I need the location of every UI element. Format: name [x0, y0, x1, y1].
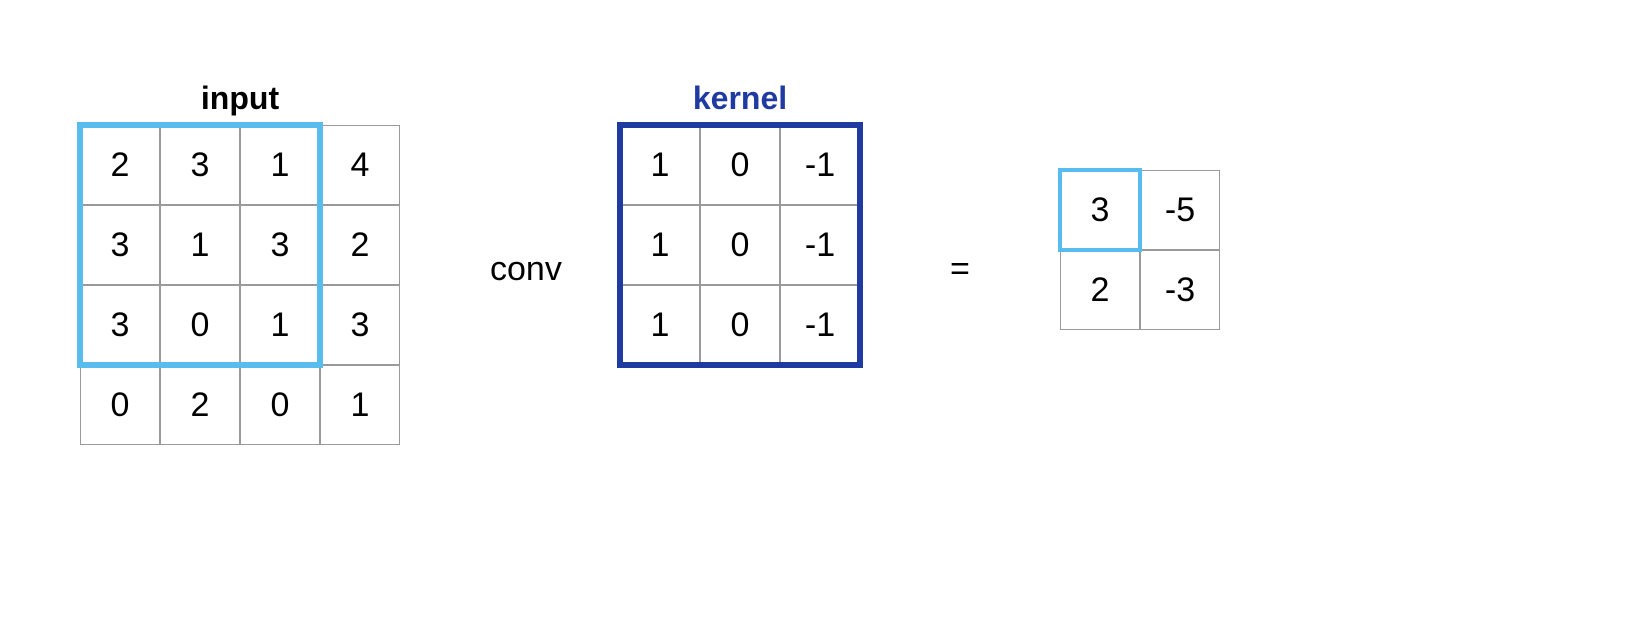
kernel-grid: 10-1 10-1 10-1	[620, 125, 860, 365]
matrix-cell: -1	[780, 205, 860, 285]
matrix-cell: 0	[160, 285, 240, 365]
matrix-cell: 3	[320, 285, 400, 365]
matrix-cell: 1	[160, 205, 240, 285]
conv-operator-label: conv	[490, 250, 562, 289]
input-block: input 2314313230130201	[80, 80, 400, 445]
kernel-block: kernel 10-1 10-1 10-1	[620, 80, 860, 365]
output-grid: 3-52-3	[1060, 170, 1220, 330]
matrix-cell: 0	[700, 205, 780, 285]
input-title: input	[80, 80, 400, 117]
input-grid: 2314313230130201	[80, 125, 400, 445]
diagram-canvas: input 2314313230130201 conv kernel 10-11…	[0, 0, 1634, 640]
matrix-cell: 2	[320, 205, 400, 285]
matrix-cell: -1	[780, 285, 860, 365]
matrix-cell: 0	[700, 125, 780, 205]
matrix-cell: 1	[240, 285, 320, 365]
matrix-cell: 1	[240, 125, 320, 205]
matrix-cell: 0	[700, 285, 780, 365]
matrix-cell: 3	[1060, 170, 1140, 250]
matrix-cell: -5	[1140, 170, 1220, 250]
matrix-cell: 1	[620, 205, 700, 285]
matrix-cell: 2	[160, 365, 240, 445]
matrix-cell: 0	[240, 365, 320, 445]
matrix-cell: 3	[80, 205, 160, 285]
matrix-cell: 1	[620, 285, 700, 365]
matrix-cell: 0	[80, 365, 160, 445]
output-block: 3-52-3	[1060, 170, 1220, 330]
matrix-cell: -3	[1140, 250, 1220, 330]
equals-operator-label: =	[950, 250, 970, 289]
matrix-cell: 1	[320, 365, 400, 445]
matrix-cell: 2	[1060, 250, 1140, 330]
kernel-title: kernel	[620, 80, 860, 117]
matrix-cell: 1	[620, 125, 700, 205]
matrix-cell: 2	[80, 125, 160, 205]
matrix-cell: 4	[320, 125, 400, 205]
matrix-cell: 3	[240, 205, 320, 285]
matrix-cell: -1	[780, 125, 860, 205]
matrix-cell: 3	[160, 125, 240, 205]
matrix-cell: 3	[80, 285, 160, 365]
